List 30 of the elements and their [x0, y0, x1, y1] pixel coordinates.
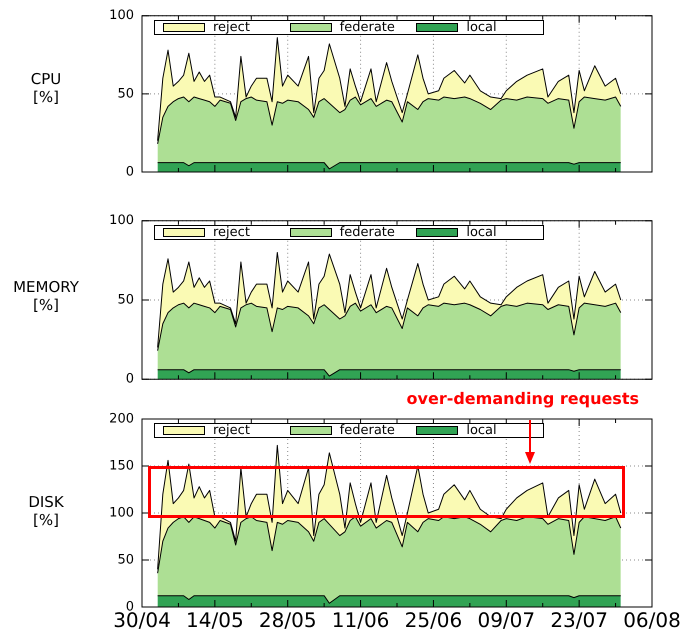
y-tick-label: 200: [109, 411, 134, 426]
legend-label: local: [466, 224, 497, 240]
y-axis-title: CPU [%]: [30, 70, 62, 106]
x-tick-label: 06/08: [623, 608, 681, 632]
y-tick-label: 50: [117, 552, 134, 568]
legend-label: federate: [340, 224, 395, 240]
legend-label: reject: [213, 224, 250, 240]
x-tick-label: 25/06: [404, 608, 462, 632]
legend-label: federate: [340, 20, 395, 35]
legend-label: federate: [340, 423, 395, 438]
y-tick-label: 150: [109, 458, 134, 474]
y-tick-label: 50: [117, 292, 134, 308]
y-tick-label: 100: [109, 8, 134, 24]
y-tick-label: 50: [117, 86, 134, 102]
x-tick-label: 14/05: [186, 608, 244, 632]
y-axis-title: DISK [%]: [28, 493, 64, 529]
y-tick-label: 0: [126, 164, 134, 180]
x-tick-label: 09/07: [477, 608, 536, 632]
legend-label: reject: [213, 20, 250, 35]
y-axis-title: MEMORY [%]: [13, 278, 79, 314]
x-tick-label: 11/06: [332, 608, 390, 632]
x-tick-label: 23/07: [550, 608, 608, 632]
text: over-demanding requests: [406, 389, 639, 408]
legend-label: local: [466, 423, 497, 438]
x-tick-label: 28/05: [258, 608, 317, 632]
legend-label: local: [466, 20, 497, 35]
y-tick-label: 0: [126, 372, 134, 387]
y-tick-label: 100: [109, 213, 134, 228]
legend-label: reject: [213, 423, 250, 438]
y-tick-label: 100: [109, 505, 134, 520]
